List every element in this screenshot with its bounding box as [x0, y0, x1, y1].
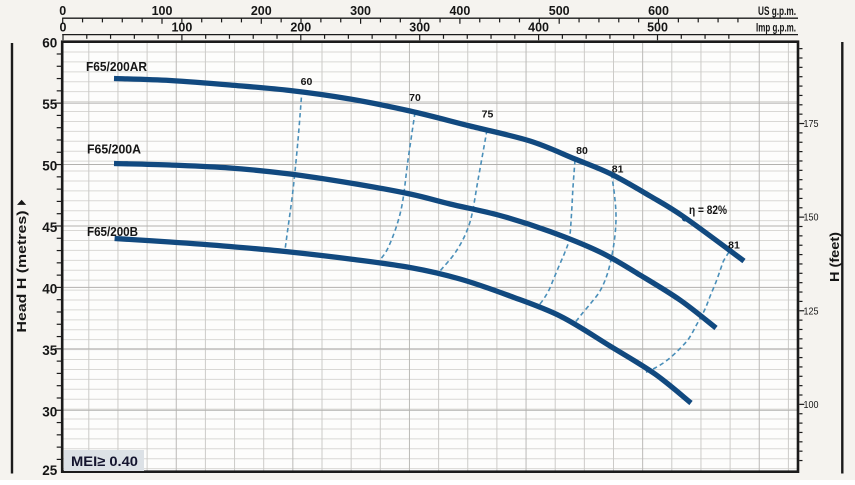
svg-text:F65/200B: F65/200B [87, 224, 138, 239]
svg-text:150: 150 [804, 212, 819, 224]
svg-text:100: 100 [152, 4, 173, 18]
svg-text:125: 125 [804, 305, 819, 317]
svg-text:45: 45 [42, 220, 58, 235]
svg-text:F65/200AR: F65/200AR [86, 59, 148, 74]
svg-text:300: 300 [409, 21, 430, 35]
svg-text:200: 200 [290, 21, 311, 35]
svg-text:H (feet): H (feet) [828, 232, 842, 282]
svg-text:60: 60 [42, 36, 57, 51]
svg-text:F65/200A: F65/200A [87, 142, 142, 157]
svg-text:75: 75 [482, 108, 494, 120]
svg-text:55: 55 [42, 97, 58, 112]
svg-text:40: 40 [42, 281, 57, 296]
svg-text:400: 400 [528, 21, 549, 35]
svg-text:300: 300 [350, 4, 371, 18]
svg-text:US g.p.m.: US g.p.m. [758, 6, 796, 18]
svg-text:400: 400 [449, 4, 470, 18]
svg-text:0: 0 [60, 21, 67, 35]
svg-text:30: 30 [42, 404, 57, 419]
svg-text:81: 81 [728, 239, 740, 251]
svg-text:100: 100 [804, 399, 819, 411]
svg-text:70: 70 [409, 92, 421, 104]
svg-text:175: 175 [804, 118, 819, 130]
svg-text:Imp g.p.m.: Imp g.p.m. [756, 22, 796, 34]
svg-text:200: 200 [251, 4, 272, 18]
svg-text:Head H (metres): Head H (metres) [14, 211, 29, 333]
svg-text:35: 35 [42, 343, 58, 358]
svg-text:600: 600 [648, 4, 669, 18]
svg-text:25: 25 [42, 463, 58, 478]
svg-text:81: 81 [612, 163, 624, 175]
svg-text:100: 100 [171, 21, 192, 35]
svg-text:50: 50 [42, 159, 57, 174]
svg-text:500: 500 [647, 21, 668, 35]
svg-text:500: 500 [549, 4, 570, 18]
svg-text:60: 60 [301, 76, 313, 88]
svg-text:0: 0 [59, 4, 66, 18]
svg-text:80: 80 [576, 145, 588, 157]
svg-text:MEI≥ 0.40: MEI≥ 0.40 [71, 453, 138, 469]
svg-text:η = 82%: η = 82% [689, 205, 727, 217]
